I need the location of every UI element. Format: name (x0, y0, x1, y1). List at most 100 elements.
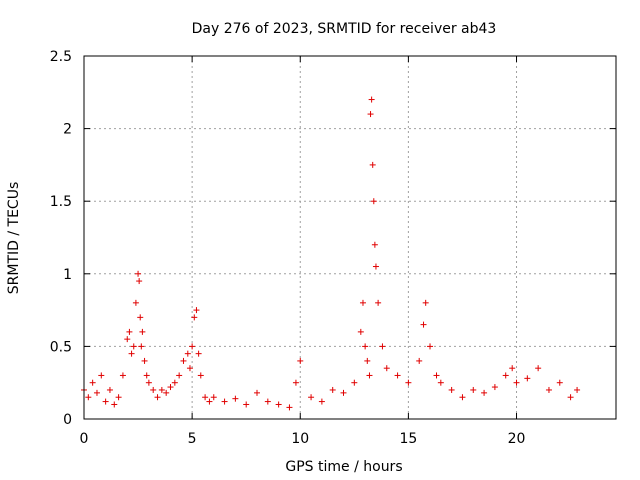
y-tick-label: 0 (63, 412, 72, 428)
data-point (171, 379, 178, 386)
data-point (135, 270, 142, 277)
data-point (221, 398, 228, 405)
data-point (405, 379, 412, 386)
plot-frame (83, 55, 617, 420)
data-point (340, 389, 347, 396)
data-point (176, 372, 183, 379)
data-point (513, 379, 520, 386)
data-point (210, 394, 217, 401)
data-point (364, 357, 371, 364)
data-point (524, 375, 531, 382)
data-point (422, 299, 429, 306)
axis-ticks (83, 55, 616, 420)
data-point (275, 401, 282, 408)
y-tick-label: 2.5 (50, 49, 72, 65)
data-point (191, 314, 198, 321)
x-tick-label: 0 (80, 431, 89, 447)
data-point (158, 386, 165, 393)
data-point (137, 314, 144, 321)
y-tick-label: 1.5 (50, 194, 72, 210)
x-tick-label: 10 (291, 431, 309, 447)
data-point (119, 372, 126, 379)
data-point (357, 328, 364, 335)
data-point (329, 386, 336, 393)
data-point (351, 379, 358, 386)
data-point (367, 111, 374, 118)
data-point (111, 401, 118, 408)
data-point (535, 365, 542, 372)
data-point (545, 386, 552, 393)
data-point (138, 343, 145, 350)
data-point (394, 372, 401, 379)
data-point (254, 389, 261, 396)
data-point (232, 395, 239, 402)
data-point (366, 372, 373, 379)
data-point (286, 404, 293, 411)
data-point (154, 394, 161, 401)
data-point (102, 398, 109, 405)
data-point (383, 365, 390, 372)
data-point (139, 328, 146, 335)
data-point (448, 386, 455, 393)
data-point (509, 365, 516, 372)
data-point (372, 263, 379, 270)
data-point (437, 379, 444, 386)
data-points (81, 96, 581, 411)
data-point (308, 394, 315, 401)
data-point (197, 372, 204, 379)
y-tick-label: 1 (63, 267, 72, 283)
data-point (297, 357, 304, 364)
data-point (145, 379, 152, 386)
data-point (567, 394, 574, 401)
y-axis-title: SRMTID / TECUs (6, 182, 22, 295)
y-tick-label: 2 (63, 122, 72, 138)
x-axis-title: GPS time / hours (285, 459, 402, 475)
data-point (574, 386, 581, 393)
data-point (130, 343, 137, 350)
data-point (202, 394, 209, 401)
data-point (85, 394, 92, 401)
data-point (93, 389, 100, 396)
data-point (206, 398, 213, 405)
chart-title: Day 276 of 2023, SRMTID for receiver ab4… (192, 21, 497, 37)
data-point (115, 394, 122, 401)
data-point (136, 278, 143, 285)
data-point (98, 372, 105, 379)
data-point (491, 384, 498, 391)
data-point (433, 372, 440, 379)
data-point (481, 389, 488, 396)
data-point (556, 379, 563, 386)
data-point (370, 198, 377, 205)
y-tick-label: 0.5 (50, 339, 72, 355)
data-point (143, 372, 150, 379)
data-point (189, 343, 196, 350)
data-point (195, 350, 202, 357)
data-point (186, 365, 193, 372)
data-point (371, 241, 378, 248)
data-point (180, 357, 187, 364)
data-point (89, 379, 96, 386)
data-point (243, 401, 250, 408)
data-point (416, 357, 423, 364)
data-point (167, 384, 174, 391)
data-point (368, 96, 375, 103)
x-tick-label: 5 (188, 431, 197, 447)
tick-labels: 0 5 10 15 20 0 0.5 1 1.5 2 2.5 (50, 49, 526, 447)
data-point (128, 350, 135, 357)
data-point (369, 161, 376, 168)
data-point (126, 328, 133, 335)
data-point (193, 307, 200, 314)
data-point (502, 372, 509, 379)
data-point (106, 386, 113, 393)
data-point (184, 350, 191, 357)
data-point (470, 386, 477, 393)
data-point (375, 299, 382, 306)
data-point (459, 394, 466, 401)
data-point (359, 299, 366, 306)
data-point (141, 357, 148, 364)
data-point (150, 386, 157, 393)
grid (84, 56, 616, 419)
x-tick-label: 15 (399, 431, 417, 447)
data-point (132, 299, 139, 306)
data-point (379, 343, 386, 350)
